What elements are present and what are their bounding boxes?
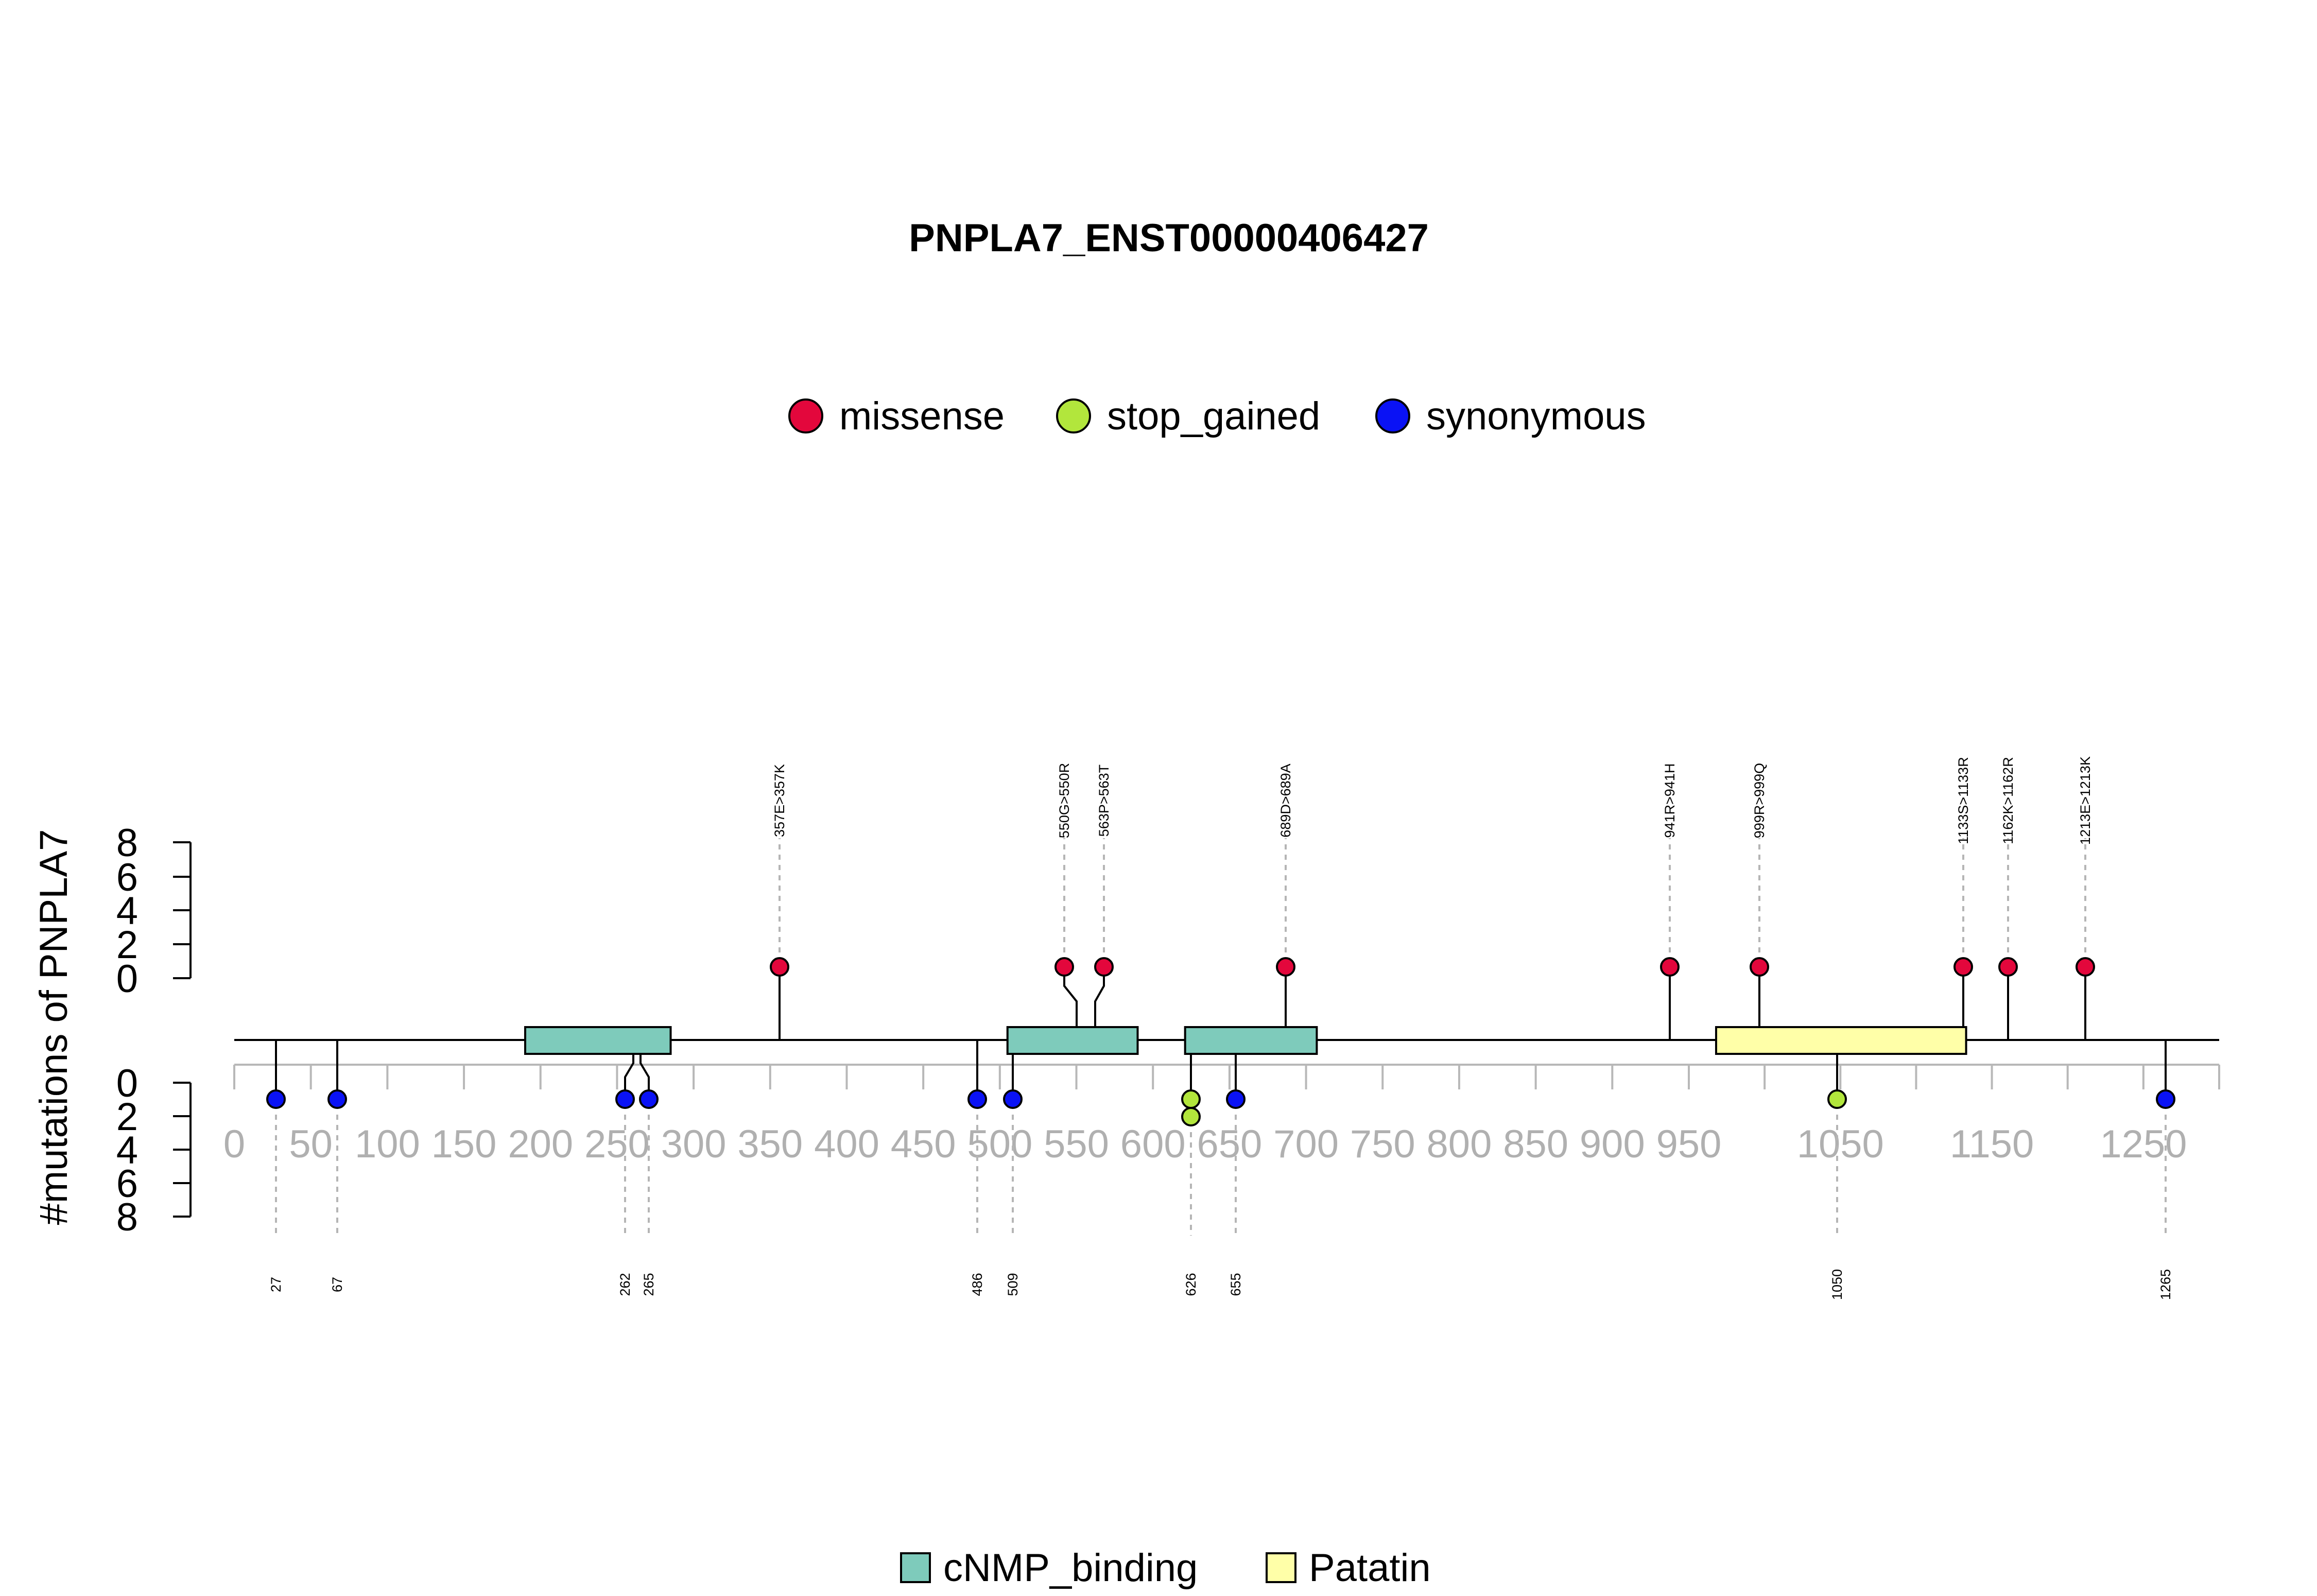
domain-cNMP_binding bbox=[1184, 1026, 1318, 1055]
mutation-head-1213 bbox=[2076, 957, 2095, 977]
y-tick-label-upper: 4 bbox=[116, 889, 138, 933]
x-tick-label: 200 bbox=[508, 1122, 573, 1166]
y-tick-label-upper: 8 bbox=[116, 821, 138, 865]
mutation-label: 1213E>1213K bbox=[2078, 756, 2093, 845]
y-tick-label-lower: 2 bbox=[116, 1095, 138, 1139]
mutation-head-1050 bbox=[1827, 1089, 1847, 1109]
mutation-head-67 bbox=[327, 1089, 347, 1109]
y-tick-label-lower: 4 bbox=[116, 1129, 138, 1172]
mutation-head-262 bbox=[615, 1089, 635, 1109]
x-tick-label: 650 bbox=[1197, 1122, 1262, 1166]
position-label: 262 bbox=[617, 1273, 633, 1296]
mutation-head-1162 bbox=[1998, 957, 2018, 977]
position-label: 626 bbox=[1183, 1273, 1199, 1296]
position-label: 1265 bbox=[2158, 1269, 2173, 1300]
mutation-head-1133 bbox=[1953, 957, 1973, 977]
mutation-head-27 bbox=[266, 1089, 286, 1109]
mutation-head-486 bbox=[967, 1089, 987, 1109]
x-tick-label: 600 bbox=[1120, 1122, 1186, 1166]
mutation-head-941 bbox=[1660, 957, 1680, 977]
x-tick-label: 450 bbox=[891, 1122, 956, 1166]
mutation-label: 550G>550R bbox=[1057, 763, 1072, 838]
mutation-label: 941R>941H bbox=[1662, 764, 1678, 838]
legend-label-missense: missense bbox=[839, 394, 1005, 438]
position-label: 655 bbox=[1228, 1273, 1243, 1296]
x-tick-label: 50 bbox=[289, 1122, 333, 1166]
x-tick-label: 350 bbox=[737, 1122, 803, 1166]
mutation-label: 999R>999Q bbox=[1752, 763, 1767, 838]
mutation-labels: 357E>357K 550G>550R 563P>563T 689D>689A 941R… bbox=[268, 756, 2173, 1300]
mutation-label: 563P>563T bbox=[1096, 765, 1112, 837]
position-label: 67 bbox=[330, 1277, 345, 1292]
x-tick-label: 150 bbox=[431, 1122, 497, 1166]
position-label: 27 bbox=[268, 1277, 284, 1292]
mutation-legend: missense stop_gained synonymous bbox=[788, 394, 1646, 438]
position-label: 265 bbox=[641, 1273, 656, 1296]
legend-swatch-cNMP_binding bbox=[900, 1552, 931, 1583]
x-tick-label: 250 bbox=[584, 1122, 650, 1166]
legend-label-stop_gained: stop_gained bbox=[1107, 394, 1320, 438]
x-tick-label: 1250 bbox=[2100, 1122, 2187, 1166]
legend-marker-missense bbox=[788, 398, 823, 433]
x-tick-label: 950 bbox=[1656, 1122, 1722, 1166]
legend-label-cNMP_binding: cNMP_binding bbox=[943, 1546, 1198, 1590]
y-tick-label-upper: 0 bbox=[116, 957, 138, 1001]
y-tick-label-upper: 6 bbox=[116, 856, 138, 899]
y-tick-label-upper: 2 bbox=[116, 923, 138, 967]
chart-title: PNPLA7_ENST00000406427 bbox=[909, 216, 1429, 260]
x-tick-label: 850 bbox=[1503, 1122, 1568, 1166]
x-tick-label: 1150 bbox=[1950, 1122, 2034, 1166]
mutation-label: 357E>357K bbox=[772, 764, 787, 837]
x-tick-label: 800 bbox=[1427, 1122, 1492, 1166]
domain-Patatin bbox=[1715, 1026, 1967, 1055]
mutation-head-689 bbox=[1276, 957, 1295, 977]
domain-cNMP_binding bbox=[524, 1026, 672, 1055]
y-tick-label-lower: 8 bbox=[116, 1195, 138, 1239]
mutation-head-655 bbox=[1226, 1089, 1246, 1109]
mutation-heads bbox=[266, 957, 2175, 1126]
position-label: 509 bbox=[1005, 1273, 1021, 1296]
y-tick-label-lower: 0 bbox=[116, 1062, 138, 1105]
mutation-head-999 bbox=[1750, 957, 1769, 977]
x-tick-label: 700 bbox=[1273, 1122, 1339, 1166]
y-tick-label-lower: 6 bbox=[116, 1162, 138, 1206]
mutation-head-265 bbox=[639, 1089, 659, 1109]
mutation-label: 1162K>1162R bbox=[2000, 757, 2016, 844]
position-label: 486 bbox=[970, 1273, 985, 1296]
protein-backbone bbox=[234, 1026, 2219, 1055]
legend-label-Patatin: Patatin bbox=[1309, 1546, 1431, 1590]
x-tick-label: 300 bbox=[661, 1122, 727, 1166]
x-tick-label: 0 bbox=[223, 1122, 245, 1166]
x-tick-label: 550 bbox=[1044, 1122, 1109, 1166]
x-tick-label: 750 bbox=[1350, 1122, 1415, 1166]
legend-swatch-Patatin bbox=[1266, 1552, 1296, 1583]
mutation-head-357 bbox=[770, 957, 789, 977]
x-tick-label: 100 bbox=[355, 1122, 420, 1166]
mutation-head-1265 bbox=[2156, 1089, 2175, 1109]
legend-marker-synonymous bbox=[1375, 398, 1410, 433]
x-tick-label: 900 bbox=[1580, 1122, 1645, 1166]
domain-cNMP_binding bbox=[1006, 1026, 1139, 1055]
mutation-label: 1133S>1133R bbox=[1956, 757, 1971, 844]
legend-label-synonymous: synonymous bbox=[1426, 394, 1646, 438]
position-label: 1050 bbox=[1829, 1269, 1845, 1300]
mutation-label: 689D>689A bbox=[1278, 764, 1293, 837]
domain-legend: cNMP_binding Patatin bbox=[900, 1546, 1431, 1590]
y-axis-label: #mutations of PNPLA7 bbox=[32, 829, 76, 1225]
x-tick-label: 1050 bbox=[1797, 1122, 1884, 1166]
legend-marker-stop_gained bbox=[1056, 398, 1091, 433]
mutation-needles bbox=[275, 838, 2167, 1236]
x-tick-label: 400 bbox=[814, 1122, 879, 1166]
mutation-head-626 bbox=[1181, 1089, 1201, 1109]
mutation-head-626 bbox=[1181, 1107, 1201, 1126]
mutation-head-563 bbox=[1094, 957, 1114, 977]
mutation-head-509 bbox=[1003, 1089, 1023, 1109]
mutation-head-550 bbox=[1054, 957, 1074, 977]
